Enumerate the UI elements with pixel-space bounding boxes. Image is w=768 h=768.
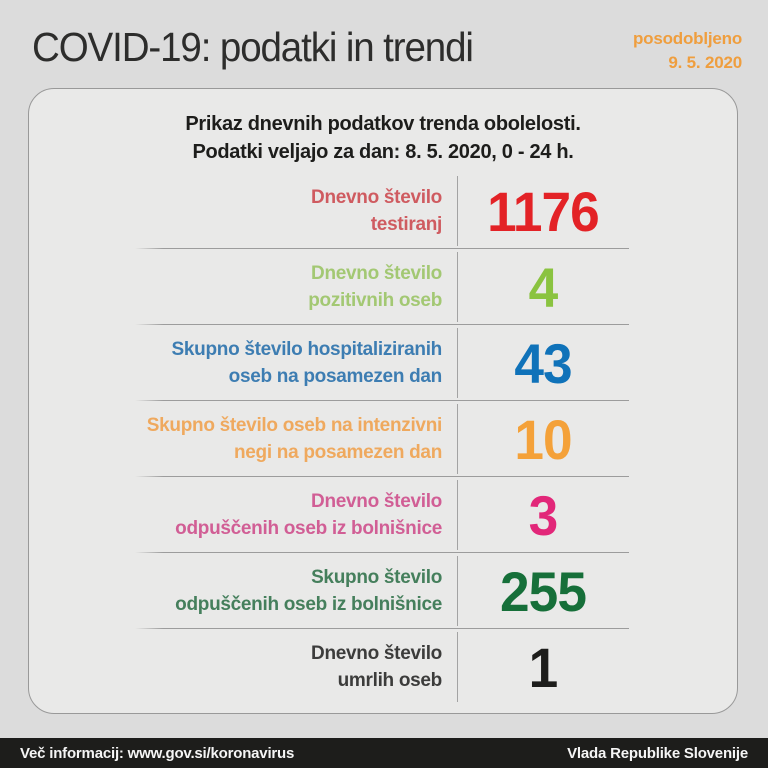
stat-label-line1: Skupno število hospitaliziranih bbox=[171, 339, 443, 360]
stat-value: 255 bbox=[500, 559, 587, 623]
stat-row-umrli: Dnevno število umrlih oseb 1 bbox=[135, 629, 629, 705]
stat-row-testiranja: Dnevno število testiranj 1176 bbox=[135, 173, 629, 249]
page-title: COVID-19: podatki in trendi bbox=[32, 24, 474, 70]
stat-label-line2: odpuščenih oseb iz bolnišnice bbox=[175, 594, 442, 615]
stat-label-line2: pozitivnih oseb bbox=[308, 290, 442, 311]
updated-stamp: posodobljeno 9. 5. 2020 bbox=[633, 27, 742, 75]
card-subtitle: Prikaz dnevnih podatkov trenda obolelost… bbox=[29, 110, 737, 166]
stat-label-line1: Dnevno število bbox=[311, 491, 442, 512]
stat-value: 1 bbox=[528, 635, 559, 699]
stats-rows: Dnevno število testiranj 1176 Dnevno šte… bbox=[135, 173, 629, 705]
stat-value: 10 bbox=[514, 407, 572, 471]
card-subtitle-line1: Prikaz dnevnih podatkov trenda obolelost… bbox=[185, 113, 581, 135]
stat-label-line2: testiranj bbox=[370, 214, 443, 235]
stat-label-line1: Skupno število oseb na intenzivni bbox=[146, 415, 443, 436]
stat-label-line1: Dnevno število bbox=[311, 263, 442, 284]
stat-label: Dnevno število pozitivnih oseb bbox=[135, 249, 457, 325]
stat-label-line2: umrlih oseb bbox=[337, 670, 443, 691]
stat-row-intenzivna-nega: Skupno število oseb na intenzivni negi n… bbox=[135, 401, 629, 477]
stat-label-line2: oseb na posamezen dan bbox=[228, 366, 443, 387]
stat-label: Skupno število odpuščenih oseb iz bolniš… bbox=[135, 553, 457, 629]
stat-label-line2: negi na posamezen dan bbox=[233, 442, 442, 463]
stat-label: Dnevno število umrlih oseb bbox=[135, 629, 457, 705]
stat-row-odpuscen-skupno: Skupno število odpuščenih oseb iz bolniš… bbox=[135, 553, 629, 629]
stat-row-hospitalizirani: Skupno število hospitaliziranih oseb na … bbox=[135, 325, 629, 401]
stat-row-odpuscen-dnevno: Dnevno število odpuščenih oseb iz bolniš… bbox=[135, 477, 629, 553]
stat-label: Skupno število hospitaliziranih oseb na … bbox=[135, 325, 457, 401]
stat-label: Skupno število oseb na intenzivni negi n… bbox=[135, 401, 457, 477]
updated-label: posodobljeno bbox=[632, 29, 742, 48]
stat-row-pozitivni: Dnevno število pozitivnih oseb 4 bbox=[135, 249, 629, 325]
stat-value: 4 bbox=[528, 255, 559, 319]
footer-bar: Več informacij: www.gov.si/koronavirus V… bbox=[0, 738, 768, 768]
footer-info-url: Več informacij: www.gov.si/koronavirus bbox=[20, 744, 295, 762]
stat-value: 3 bbox=[528, 483, 559, 547]
stat-label-line1: Dnevno število bbox=[311, 187, 442, 208]
stat-value: 43 bbox=[514, 331, 572, 395]
stat-label-line1: Dnevno število bbox=[311, 643, 442, 664]
stats-card: Prikaz dnevnih podatkov trenda obolelost… bbox=[28, 88, 738, 714]
stat-label-line2: odpuščenih oseb iz bolnišnice bbox=[175, 518, 442, 539]
updated-date: 9. 5. 2020 bbox=[668, 53, 742, 72]
stat-label: Dnevno število testiranj bbox=[135, 173, 457, 249]
stat-label-line1: Skupno število bbox=[311, 567, 442, 588]
stat-label: Dnevno število odpuščenih oseb iz bolniš… bbox=[135, 477, 457, 553]
header: COVID-19: podatki in trendi posodobljeno… bbox=[0, 0, 768, 88]
stat-value: 1176 bbox=[487, 179, 600, 243]
card-subtitle-line2: Podatki veljajo za dan: 8. 5. 2020, 0 - … bbox=[192, 141, 574, 163]
footer-org-name: Vlada Republike Slovenije bbox=[567, 744, 748, 762]
